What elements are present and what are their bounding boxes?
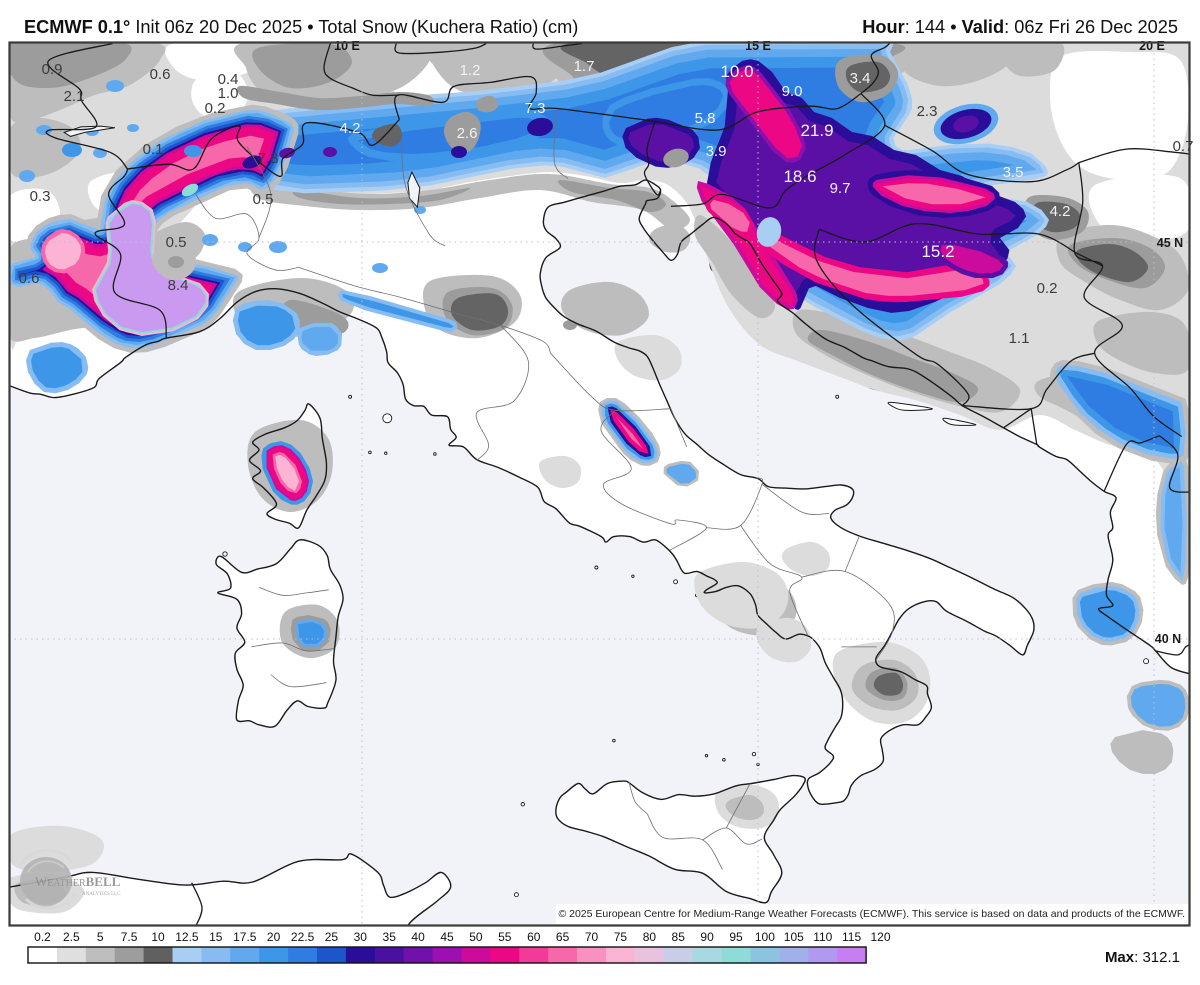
svg-text:35: 35 [383,930,397,944]
svg-text:75: 75 [614,930,628,944]
svg-text:1.0: 1.0 [218,85,239,102]
svg-text:45 N: 45 N [1157,236,1183,250]
svg-text:105: 105 [784,930,804,944]
svg-text:0.1: 0.1 [143,141,164,158]
svg-text:3.9: 3.9 [706,143,727,160]
svg-text:70: 70 [585,930,599,944]
svg-text:0.6: 0.6 [150,66,171,83]
svg-text:1.7: 1.7 [574,58,595,75]
svg-text:10 E: 10 E [334,39,360,53]
svg-text:0.2: 0.2 [205,100,226,117]
svg-text:95: 95 [729,930,743,944]
svg-text:0.9: 0.9 [42,61,63,78]
svg-text:© 2025 European Centre for Med: © 2025 European Centre for Medium-Range … [558,908,1185,920]
svg-text:Max: 312.1: Max: 312.1 [1105,949,1180,966]
svg-text:7.8: 7.8 [258,150,279,167]
svg-text:3.5: 3.5 [1003,164,1024,181]
svg-text:80: 80 [643,930,657,944]
svg-text:120: 120 [870,930,890,944]
svg-text:0.6: 0.6 [19,270,40,287]
svg-text:3.4: 3.4 [850,70,871,87]
svg-text:90: 90 [700,930,714,944]
svg-text:Hour: 144 • Valid: 06z Fri 26: Hour: 144 • Valid: 06z Fri 26 Dec 2025 [862,17,1178,37]
svg-text:0.5: 0.5 [253,191,274,208]
svg-text:15.2: 15.2 [921,242,954,261]
svg-text:0.7: 0.7 [1173,138,1194,155]
svg-text:0.4: 0.4 [218,71,239,88]
svg-text:0.2: 0.2 [1037,280,1058,297]
svg-text:1.1: 1.1 [1009,330,1030,347]
svg-text:17.5: 17.5 [233,930,257,944]
svg-text:0.5: 0.5 [166,234,187,251]
svg-text:100: 100 [755,930,775,944]
svg-text:22.5: 22.5 [291,930,315,944]
svg-text:65: 65 [556,930,570,944]
svg-text:9.7: 9.7 [830,180,851,197]
svg-text:50: 50 [469,930,483,944]
svg-text:4.2: 4.2 [340,120,361,137]
svg-text:40: 40 [411,930,425,944]
svg-text:40 N: 40 N [1155,632,1181,646]
svg-text:8.4: 8.4 [168,277,189,294]
svg-text:15: 15 [209,930,223,944]
svg-text:60: 60 [527,930,541,944]
svg-text:2.5: 2.5 [63,930,80,944]
svg-text:0.2: 0.2 [34,930,51,944]
svg-text:18.6: 18.6 [783,167,816,186]
svg-text:55: 55 [498,930,512,944]
svg-text:WEATHERBELL: WEATHERBELL [35,874,121,889]
svg-text:45: 45 [440,930,454,944]
svg-text:25: 25 [325,930,339,944]
svg-text:85: 85 [672,930,686,944]
svg-text:10: 10 [151,930,165,944]
svg-text:20 E: 20 E [1139,39,1165,53]
svg-text:ANALYTICS LLC: ANALYTICS LLC [82,892,121,897]
svg-text:ECMWF 0.1° Init 06z 20 Dec 202: ECMWF 0.1° Init 06z 20 Dec 2025 • Total … [24,17,578,37]
svg-text:12.5: 12.5 [175,930,199,944]
svg-text:0.3: 0.3 [30,188,51,205]
svg-text:7.5: 7.5 [121,930,138,944]
svg-text:5.8: 5.8 [695,110,716,127]
svg-text:30: 30 [354,930,368,944]
svg-text:2.1: 2.1 [64,88,85,105]
svg-text:20: 20 [267,930,281,944]
svg-text:9.0: 9.0 [782,83,803,100]
svg-text:5: 5 [97,930,104,944]
svg-text:1.2: 1.2 [460,62,481,79]
svg-text:10.0: 10.0 [720,62,753,81]
svg-text:2.3: 2.3 [917,103,938,120]
svg-text:2.6: 2.6 [457,125,478,142]
svg-text:7.3: 7.3 [525,100,546,117]
svg-text:110: 110 [813,930,832,944]
svg-text:115: 115 [842,930,861,944]
svg-text:21.9: 21.9 [800,121,833,140]
svg-text:15 E: 15 E [745,39,771,53]
svg-text:4.2: 4.2 [1050,203,1071,220]
